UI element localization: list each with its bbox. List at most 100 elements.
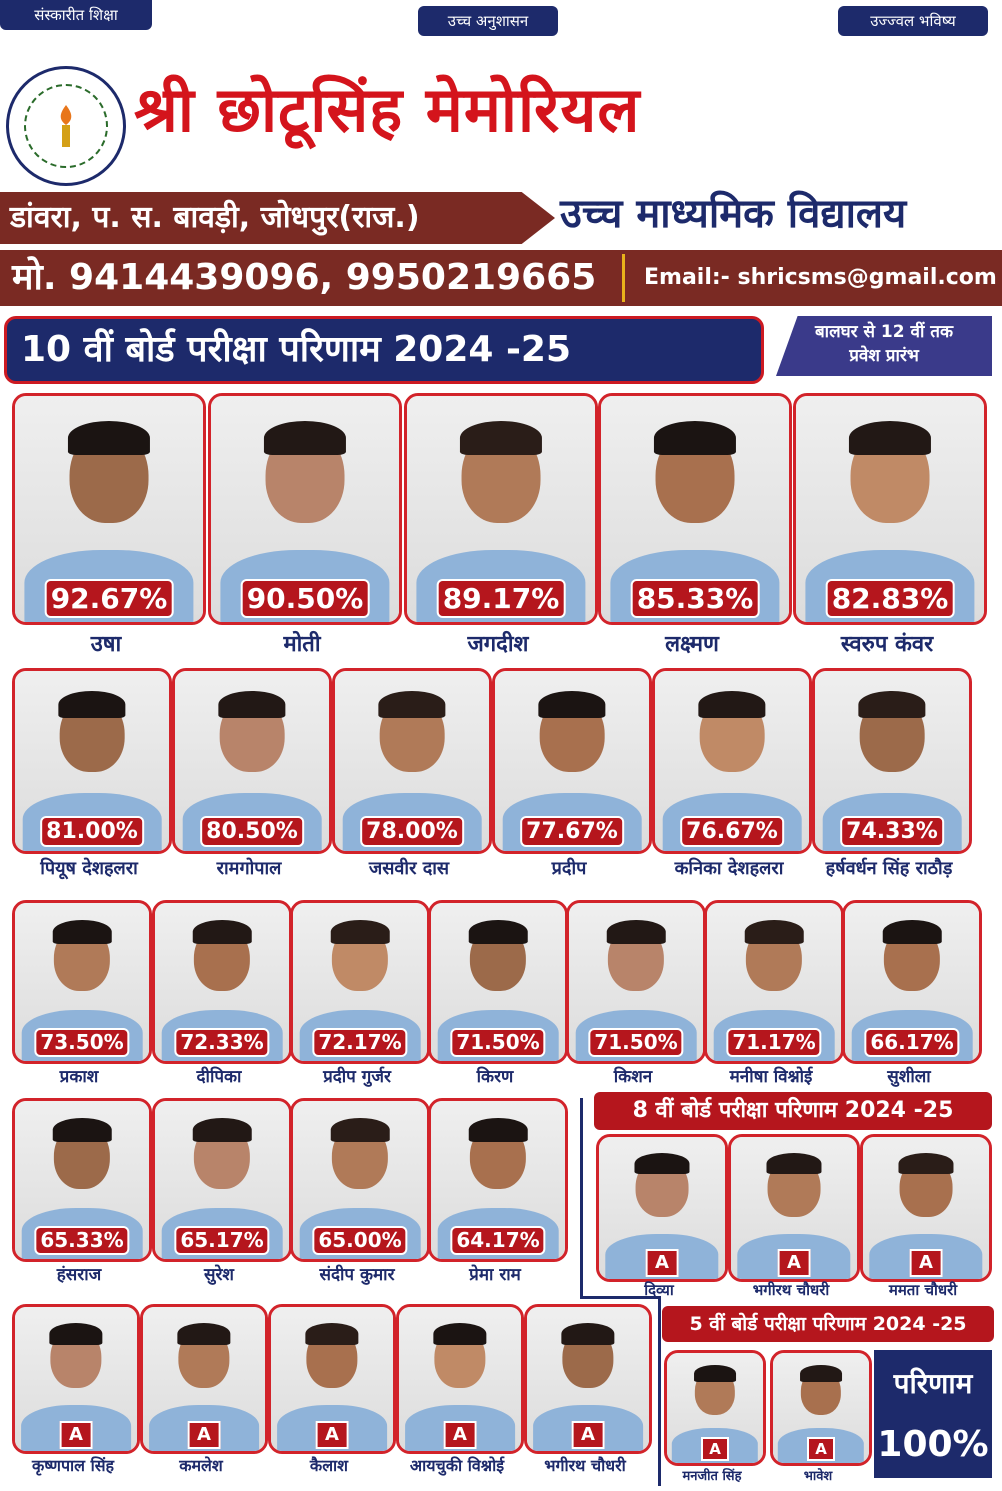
percentage-badge: 64.17% [450,1226,546,1255]
student-name: कैलाश [309,1456,349,1475]
grade-badge: A [187,1420,221,1449]
hair-shape [698,690,766,718]
hair-shape [459,420,543,456]
student-card: 65.00% [290,1098,430,1262]
student-photo [527,1307,649,1451]
student-name: पियूष देशहलरा [40,858,138,879]
percentage-badge: 90.50% [240,579,370,618]
grade-badge: A [701,1436,729,1461]
hair-shape [744,920,804,945]
grade-badge: A [807,1436,835,1461]
student-name: दिव्या [644,1281,674,1299]
hair-shape [192,920,252,945]
percentage-badge: 82.83% [825,579,955,618]
student-name: सुरेश [203,1265,234,1285]
hair-shape [58,690,126,718]
school-address: डांवरा, प. स. बावड़ी, जोधपुर(राज.) [0,192,555,244]
percentage-badge: 71.50% [450,1028,546,1057]
student-name: दीपिका [196,1067,242,1087]
hair-shape [330,920,390,945]
student-card: 90.50% [208,393,402,625]
phone-numbers: मो. 9414439096, 9950219665 [12,257,597,298]
section-divider-vertical-lower [658,1296,661,1486]
student-name: रामगोपाल [216,858,282,879]
hair-shape [766,1152,822,1175]
student-name: लक्ष्मण [665,632,719,657]
student-name: भगीरथ चौधरी [544,1456,626,1475]
hair-shape [898,1152,954,1175]
student-card: 72.33% [152,900,292,1064]
hair-shape [67,420,151,456]
student-card: 73.50% [12,900,152,1064]
grade-badge: A [909,1248,943,1277]
hair-shape [263,420,347,456]
class8-result-banner: 8 वीं बोर्ड परीक्षा परिणाम 2024 -25 [594,1092,992,1130]
contact-bar: मो. 9414439096, 9950219665 Email:- shric… [0,250,1002,306]
tag-uchch-anushasan: उच्च अनुशासन [418,6,558,36]
percentage-badge: 65.00% [312,1226,408,1255]
student-name: प्रदीप गुर्जर [323,1067,391,1087]
percentage-badge: 65.17% [174,1226,270,1255]
student-name: मोती [283,632,321,657]
student-name: स्वरुप कंवर [840,632,934,657]
student-name: संदीप कुमार [319,1265,395,1285]
student-card: A [728,1134,860,1282]
percentage-badge: 81.00% [40,815,144,847]
hair-shape [468,920,528,945]
hair-shape [848,420,932,456]
student-name: प्रेमा राम [469,1265,521,1285]
percentage-badge: 76.67% [680,815,784,847]
grade-badge: A [59,1420,93,1449]
hair-shape [606,920,666,945]
hair-shape [378,690,446,718]
student-card: A [596,1134,728,1282]
student-name: हर्षवर्धन सिंह राठौड़ [825,858,953,879]
student-name: कृष्णपाल सिंह [31,1456,115,1475]
student-name: किशन [613,1067,653,1087]
student-card: A [860,1134,992,1282]
percentage-badge: 65.33% [34,1226,130,1255]
student-photo [731,1137,857,1279]
contact-divider [622,254,625,302]
grade-badge: A [645,1248,679,1277]
grade-badge: A [315,1420,349,1449]
student-card: 85.33% [598,393,792,625]
percentage-badge: 78.00% [360,815,464,847]
student-card: A [770,1350,872,1466]
student-card: A [268,1304,396,1454]
percentage-badge: 72.17% [312,1028,408,1057]
student-name: जगदीश [467,632,529,657]
hair-shape [177,1322,231,1345]
student-name: प्रदीप [551,858,587,879]
class10-result-banner: 10 वीं बोर्ड परीक्षा परिणाम 2024 -25 [4,316,764,384]
overall-result-box: परिणाम 100% [874,1350,992,1478]
hair-shape [653,420,737,456]
student-card: 78.00% [332,668,492,854]
student-card: 81.00% [12,668,172,854]
hair-shape [433,1322,487,1345]
school-type: उच्च माध्यमिक विद्यालय [560,191,907,237]
percentage-badge: 85.33% [630,579,760,618]
hair-shape [882,920,942,945]
tag-sanskarit-shiksha: संस्कारीत शिक्षा [0,0,152,30]
student-card: 71.50% [566,900,706,1064]
hair-shape [634,1152,690,1175]
percentage-badge: 71.17% [726,1028,822,1057]
student-name: मनीषा विश्नोई [729,1067,813,1087]
hair-shape [305,1322,359,1345]
student-card: A [396,1304,524,1454]
admission-notice: बालघर से 12 वीं तक प्रवेश प्रारंभ [776,316,992,376]
hair-shape [52,1118,112,1143]
student-card: 89.17% [404,393,598,625]
student-name: सुशीला [887,1067,931,1087]
result-label: परिणाम [893,1367,973,1400]
student-name: किरण [476,1067,514,1087]
hair-shape [538,690,606,718]
admission-line1: बालघर से 12 वीं तक [814,322,954,342]
percentage-badge: 80.50% [200,815,304,847]
student-card: 71.17% [704,900,844,1064]
student-name: कमलेश [179,1456,223,1475]
student-name: आयचुकी विश्नोई [409,1456,505,1475]
hair-shape [49,1322,103,1345]
student-card: 92.67% [12,393,206,625]
